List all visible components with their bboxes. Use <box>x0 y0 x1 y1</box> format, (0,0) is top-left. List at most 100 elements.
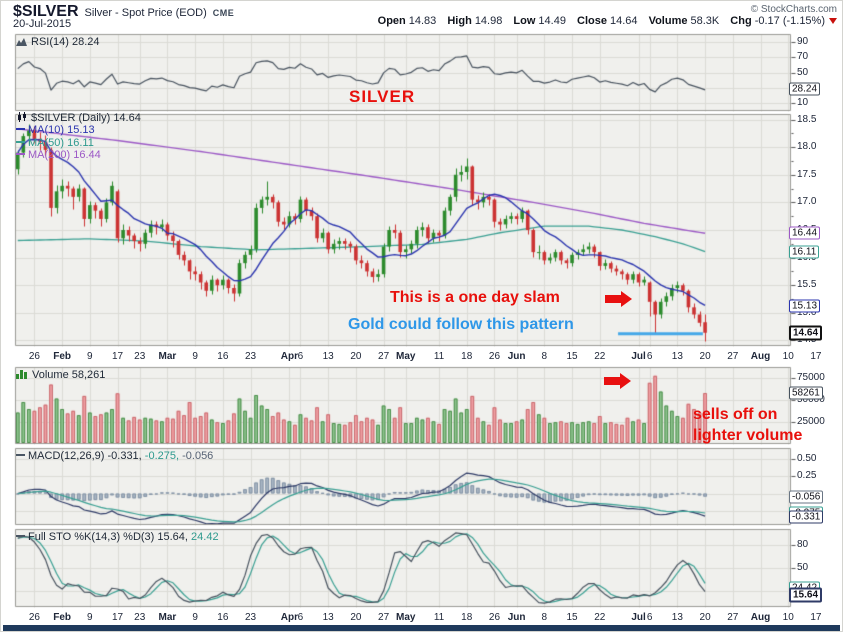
date-axis-label: 13 <box>322 351 334 362</box>
date-axis-label: 10 <box>782 612 794 623</box>
price-axis-tick-label: 15.0 <box>797 306 817 318</box>
date-axis-label: Mar <box>158 351 177 362</box>
price-legend-row: $SILVER (Daily) 14.64 <box>16 112 141 124</box>
date-axis-label: Jul <box>631 351 646 362</box>
date-axis-label: 13 <box>671 351 683 362</box>
sto-axis-tick-label: 80 <box>797 538 809 550</box>
date-axis-label: Feb <box>53 351 71 362</box>
price-value-callout: 15.13 <box>789 299 821 313</box>
macd-legend-label: MACD(12,26,9) <box>28 450 105 462</box>
macd-value-2: -0.275, <box>144 450 180 462</box>
date-axis-label: 23 <box>134 612 146 623</box>
ma50-legend-label: MA(50) 16.11 <box>28 136 94 149</box>
high-label: High <box>447 15 472 27</box>
price-legend-label: $SILVER (Daily) 14.64 <box>31 112 141 124</box>
date-axis-label: 20 <box>350 612 362 623</box>
date-axis-label: 15 <box>566 351 578 362</box>
date-axis-label: 20 <box>699 612 711 623</box>
annotation-silver: SILVER <box>349 87 416 106</box>
date-axis-label: 11 <box>433 351 445 362</box>
date-axis-label: 26 <box>488 351 501 362</box>
date-axis-label: Aug <box>750 612 771 623</box>
sto-dash-icon <box>16 535 25 537</box>
date-axis-label: 17 <box>111 351 124 362</box>
date-axis-label: 27 <box>378 351 390 362</box>
date-axis-label: May <box>396 351 416 362</box>
date-axis-label: 6 <box>646 612 653 623</box>
red-arrow-price-icon <box>605 291 632 307</box>
low-label: Low <box>513 15 536 27</box>
ma10-dash-icon <box>16 128 25 131</box>
price-axis-tick-label: 17.0 <box>797 196 817 208</box>
date-axis-label: May <box>396 612 416 623</box>
sto-axis-tick-label: 50 <box>797 562 809 573</box>
chg-label: Chg <box>730 15 752 27</box>
date-axis-label: 8 <box>541 612 548 623</box>
date-axis-label: Jun <box>507 351 526 362</box>
date-axis-label: Apr <box>280 612 298 623</box>
annotation-sells-off: sells off on lighter volume <box>693 404 802 446</box>
date-axis-label: 17 <box>810 351 822 362</box>
change-down-icon <box>829 18 837 24</box>
annotation-sells-line2: lighter volume <box>693 427 803 444</box>
open-value: 14.83 <box>408 15 437 27</box>
date-axis-label: 13 <box>322 612 334 623</box>
date-axis-label: 23 <box>245 351 257 362</box>
volume-label: Volume <box>648 15 688 27</box>
vol-axis-tick-label: 75000 <box>797 372 825 384</box>
date-axis-label: 9 <box>87 612 93 623</box>
price-value-callout: 16.11 <box>789 245 820 259</box>
low-value: 14.49 <box>538 15 566 27</box>
ma50-dash-icon <box>16 140 25 143</box>
volume-legend: Volume 58,261 <box>16 369 105 381</box>
candlestick-icon <box>18 112 26 122</box>
ma200-legend: MA(200) 16.44 <box>16 149 141 161</box>
price-value-callout: 16.44 <box>789 226 821 240</box>
date-axis-label: Feb <box>53 612 71 623</box>
price-legend: $SILVER (Daily) 14.64 MA(10) 15.13 MA(50… <box>16 112 141 162</box>
symbol-name: Silver - Spot Price (EOD) <box>84 7 207 19</box>
rsi-axis-tick-label: 90 <box>797 35 809 47</box>
close-label: Close <box>577 15 607 27</box>
sto-legend-label: Full STO %K(14,3) %D(3) <box>28 531 155 543</box>
date-axis-label: 17 <box>810 612 822 623</box>
rsi-axis-tick-label: 10 <box>797 97 809 109</box>
date-axis-label: 13 <box>671 612 683 623</box>
date-axis-label: 8 <box>541 351 548 362</box>
rsi-axis-tick-label: 70 <box>797 51 809 63</box>
date-axis-label: Jul <box>631 612 646 623</box>
open-label: Open <box>377 15 406 27</box>
rsi-value-callout: 28.24 <box>789 82 821 96</box>
price-value-callout: 14.64 <box>789 325 823 341</box>
sto-value-2: 24.42 <box>191 531 219 543</box>
date-axis-label: 27 <box>727 612 739 623</box>
volume-value: 58.3K <box>690 15 720 27</box>
rsi-axis-tick-label: 50 <box>797 66 809 78</box>
volume-bars-icon <box>16 370 27 379</box>
date-axis-label: 23 <box>134 351 146 362</box>
sto-value-1: 15.64, <box>157 531 188 543</box>
price-axis-tick-label: 18.5 <box>797 113 817 125</box>
volume-legend-label: Volume 58,261 <box>32 369 106 381</box>
date-axis-label: 27 <box>378 612 390 623</box>
symbol-label: $SILVER <box>13 3 79 20</box>
date-axis-label: 23 <box>245 612 257 623</box>
chart-date: 20-Jul-2015 <box>13 18 72 30</box>
ma200-dash-icon <box>16 153 25 156</box>
ma10-legend-label: MA(10) 15.13 <box>28 124 95 137</box>
annotation-gold-pattern: Gold could follow this pattern <box>348 316 574 333</box>
annotation-one-day-slam: This is a one day slam <box>390 289 560 306</box>
date-axis-label: Aug <box>750 351 771 362</box>
sto-legend: Full STO %K(14,3) %D(3) 15.64, 24.42 <box>16 531 219 543</box>
date-axis-label: 9 <box>192 351 198 362</box>
close-value: 14.64 <box>609 15 638 27</box>
ma10-legend: MA(10) 15.13 <box>16 124 141 136</box>
high-value: 14.98 <box>474 15 503 27</box>
date-axis-label: 6 <box>297 612 304 623</box>
chart-title: $SILVER Silver - Spot Price (EOD) CME <box>13 3 234 21</box>
date-axis-label: 20 <box>699 351 711 362</box>
date-axis-label: 6 <box>297 351 304 362</box>
rsi-legend: RSI(14) 28.24 <box>16 36 99 48</box>
